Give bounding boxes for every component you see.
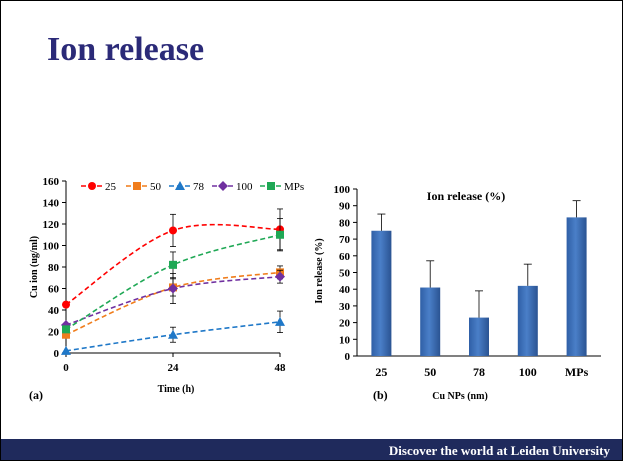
panel-label-b: (b) xyxy=(373,388,388,402)
bar-x-tick-label: 50 xyxy=(424,365,436,379)
line-y-tick-label: 120 xyxy=(43,219,60,231)
data-point-78 xyxy=(168,329,178,339)
legend-label: 50 xyxy=(150,181,162,193)
bar-y-tick-label: 60 xyxy=(339,251,351,263)
panel-label-a: (a) xyxy=(29,388,43,402)
data-point-50 xyxy=(62,330,70,339)
bar-y-axis-label: Ion release (%) xyxy=(314,238,325,303)
legend-marker xyxy=(175,181,185,190)
legend-label: 25 xyxy=(105,181,117,193)
bar-y-tick-label: 0 xyxy=(345,351,351,363)
line-y-tick-label: 60 xyxy=(48,284,60,296)
line-x-tick-label: 48 xyxy=(275,362,287,374)
line-x-tick-label: 0 xyxy=(63,362,69,374)
bar-x-tick-label: 100 xyxy=(519,365,537,379)
line-y-axis-label: Cu ion (ug/ml) xyxy=(29,236,40,298)
bar-50 xyxy=(420,287,441,356)
line-y-tick-label: 80 xyxy=(48,262,60,274)
line-y-tick-label: 160 xyxy=(43,176,60,188)
data-point-100 xyxy=(275,271,285,282)
footer-text: Discover the world at Leiden University xyxy=(388,443,610,458)
data-point-25 xyxy=(62,300,70,309)
bar-y-tick-label: 100 xyxy=(334,184,351,196)
bar-y-tick-label: 80 xyxy=(339,217,351,229)
bar-y-tick-label: 70 xyxy=(339,234,351,246)
line-y-tick-label: 40 xyxy=(48,305,60,317)
bar-100 xyxy=(517,285,538,356)
data-point-MPs xyxy=(276,230,284,239)
legend-marker xyxy=(88,182,96,190)
line-y-tick-label: 100 xyxy=(43,241,60,253)
line-x-tick-label: 24 xyxy=(168,362,180,374)
line-y-tick-label: 140 xyxy=(43,198,60,210)
bar-y-tick-label: 50 xyxy=(339,268,351,280)
bar-y-tick-label: 10 xyxy=(339,334,351,346)
bar-chart: Ion release (%) (b) Cu NPs (nm) Ion rele… xyxy=(314,184,601,402)
data-point-25 xyxy=(169,226,177,235)
line-legend: 25 50 78 100 MPs xyxy=(81,181,304,193)
bar-y-tick-label: 20 xyxy=(339,318,351,330)
bar-MPs xyxy=(566,217,587,356)
line-x-axis-label: Time (h) xyxy=(158,384,195,395)
bar-x-axis-label: Cu NPs (nm) xyxy=(432,391,488,402)
data-point-78 xyxy=(275,316,285,326)
bar-y-tick-label: 30 xyxy=(339,301,351,313)
line-y-tick-label: 0 xyxy=(54,348,60,360)
legend-marker xyxy=(218,181,228,191)
bar-25 xyxy=(371,230,392,356)
legend-marker xyxy=(133,182,141,190)
data-point-100 xyxy=(168,283,178,294)
data-point-78 xyxy=(61,345,71,355)
bar-78 xyxy=(469,317,489,356)
bar-x-tick-label: 25 xyxy=(375,365,387,379)
bar-x-tick-label: 78 xyxy=(473,365,485,379)
bar-x-tick-label: MPs xyxy=(565,365,589,379)
data-point-MPs xyxy=(169,260,177,269)
data-point-MPs xyxy=(62,325,70,334)
bar-y-tick-label: 90 xyxy=(339,201,351,213)
footer-bar: Discover the world at Leiden University xyxy=(1,439,622,460)
bar-chart-title: Ion release (%) xyxy=(427,189,505,203)
legend-label: 100 xyxy=(236,181,253,193)
series-line-50 xyxy=(65,271,281,336)
line-y-tick-label: 20 xyxy=(48,327,60,339)
line-chart: (a) Time (h) Cu ion (ug/ml) 0 20 40 60 80 100… xyxy=(29,176,304,402)
legend-marker xyxy=(267,182,275,190)
legend-label: MPs xyxy=(284,181,304,193)
slide-title: Ion release xyxy=(47,31,205,68)
bar-y-tick-label: 40 xyxy=(339,284,351,296)
legend-label: 78 xyxy=(193,181,205,193)
